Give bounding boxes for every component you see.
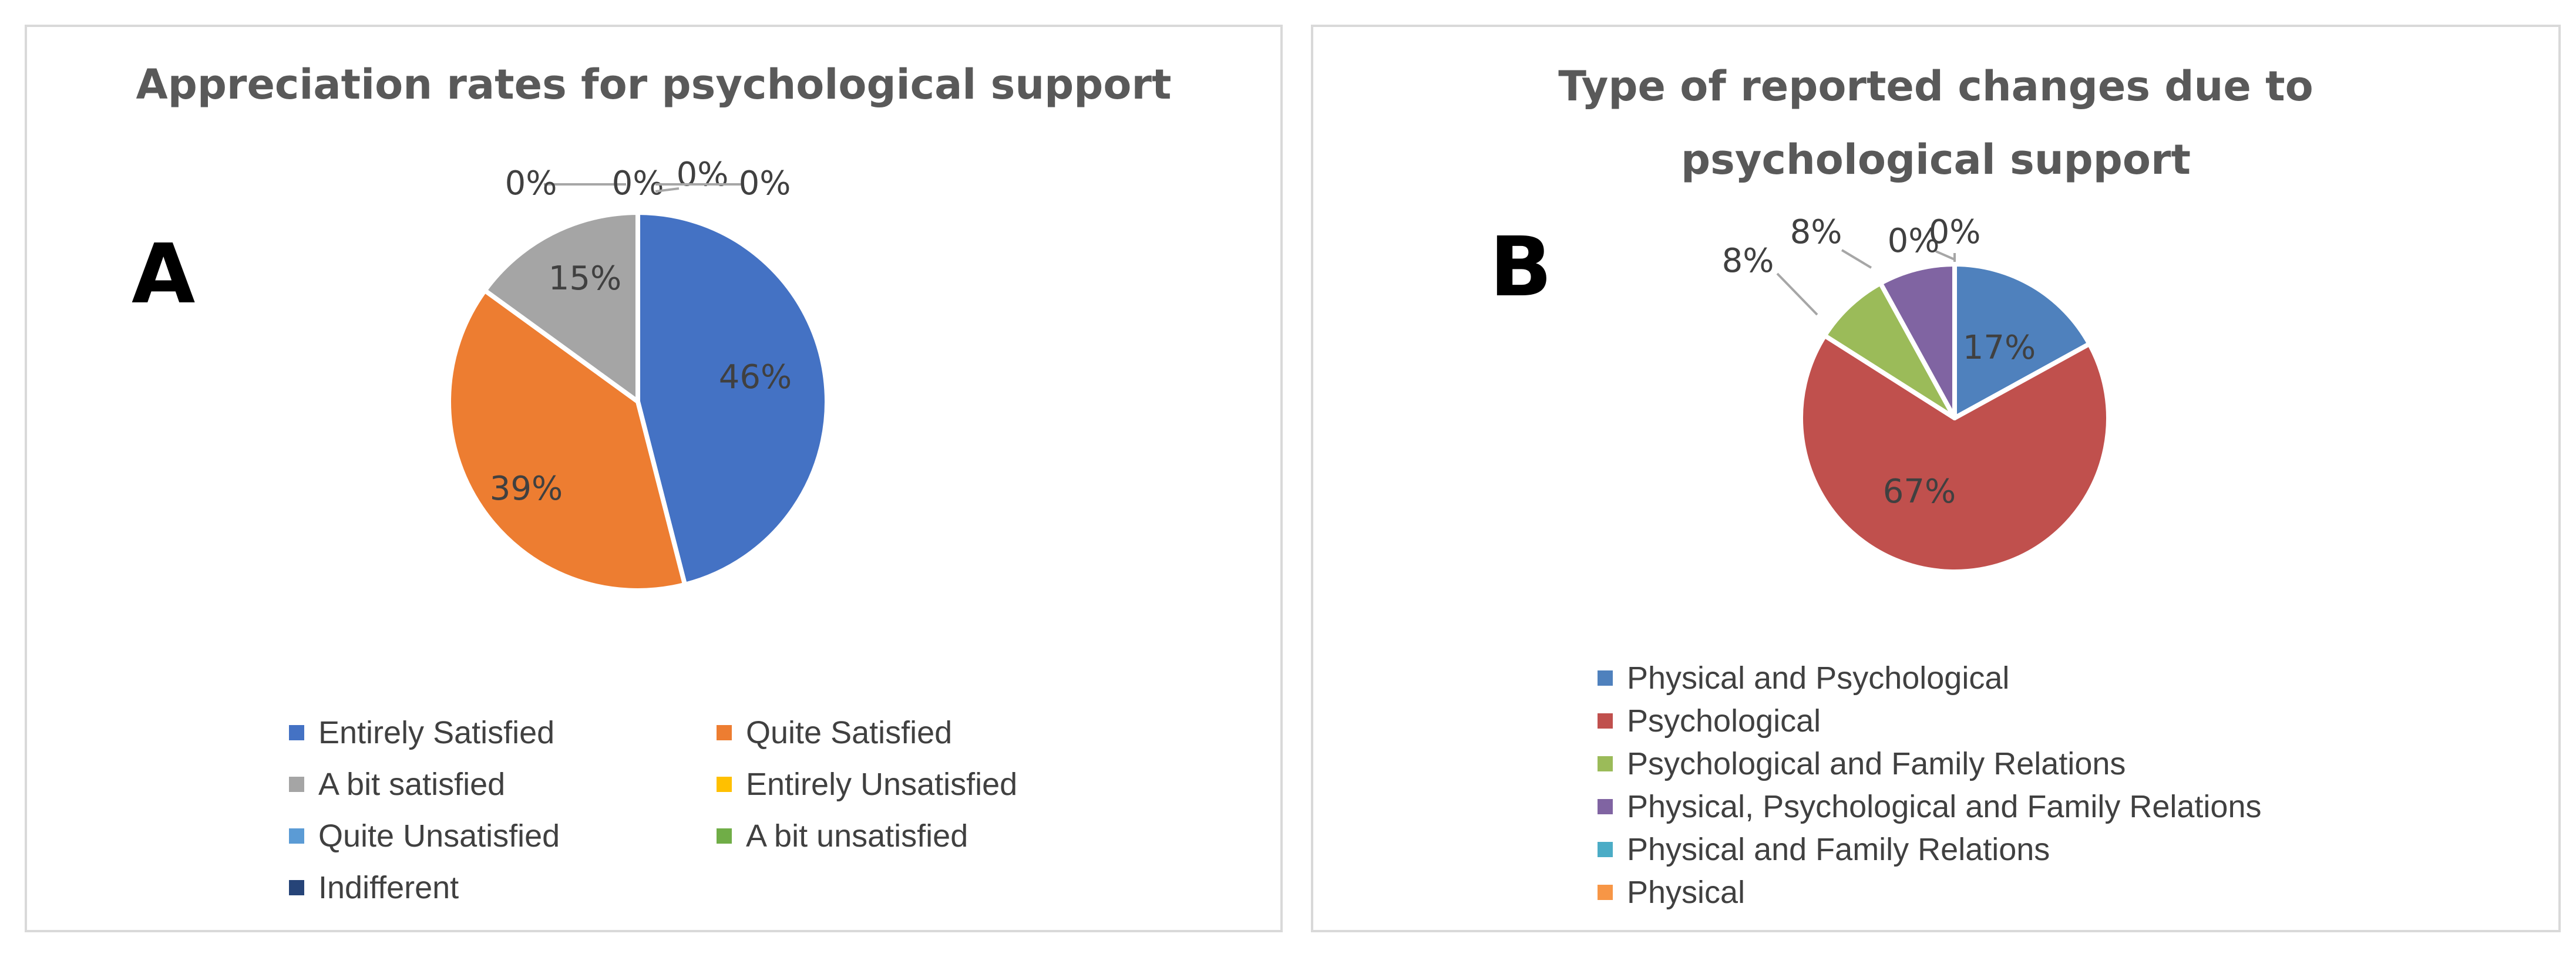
data-label-physical-and-family-relations: 0% — [1888, 222, 1940, 260]
panel-label-b: B — [1489, 220, 1552, 315]
legend-item-psychological-and-family-relations: Psychological and Family Relations — [1598, 742, 2261, 785]
data-label-entirely-satisfied: 46% — [719, 358, 792, 396]
legend-item-physical-and-family-relations: Physical and Family Relations — [1598, 828, 2261, 871]
legend-item-a-bit-unsatisfied: A bit unsatisfied — [717, 810, 1144, 862]
legend-swatch — [1598, 713, 1613, 729]
legend-label: A bit unsatisfied — [746, 818, 968, 854]
chart-a-title: Appreciation rates for psychological sup… — [136, 60, 1172, 109]
data-label-quite-satisfied: 39% — [490, 470, 563, 508]
legend-b: Physical and Psychological Psychological P… — [1598, 656, 2261, 914]
chart-b-title-line-2: psychological support — [1681, 136, 2191, 184]
pie-chart-a: 46% 39% 15% 0% 0% 0% 0% — [446, 156, 829, 593]
pie-slice-psychological — [1798, 333, 2111, 574]
pie-slice-physical-and-psychological — [1952, 262, 2092, 420]
legend-label: Indifferent — [318, 870, 459, 905]
legend-label: Quite Satisfied — [746, 715, 953, 750]
data-label-quite-unsatisfied: 0% — [612, 164, 664, 203]
legend-swatch — [289, 777, 304, 792]
legend-label: Quite Unsatisfied — [318, 818, 560, 854]
legend-label: Entirely Unsatisfied — [746, 767, 1018, 802]
data-label-a-bit-unsatisfied: 0% — [677, 156, 729, 194]
legend-item-entirely-unsatisfied: Entirely Unsatisfied — [717, 759, 1144, 810]
pie-slice-psychological-and-family-relations — [1822, 281, 1957, 420]
pie-chart-b: 17% 67% 8% 8% 0%0% — [1722, 213, 2111, 574]
leader-line-physical-psychological-and-family-relations — [1841, 249, 1872, 269]
panel-label-a: A — [132, 227, 196, 322]
legend-swatch — [1598, 841, 1613, 857]
legend-item-quite-satisfied: Quite Satisfied — [717, 707, 1144, 759]
legend-label: Psychological and Family Relations — [1627, 746, 2126, 781]
legend-label: Physical and Family Relations — [1627, 831, 2050, 867]
legend-swatch — [1598, 798, 1613, 814]
data-label-physical-and-psychological: 17% — [1963, 329, 2036, 367]
legend-swatch — [717, 725, 732, 740]
legend-item-physical-psychological-and-family-relations: Physical, Psychological and Family Relat… — [1598, 785, 2261, 828]
legend-label: A bit satisfied — [318, 767, 506, 802]
legend-swatch — [289, 880, 304, 895]
legend-swatch — [717, 777, 732, 792]
legend-label: Psychological — [1627, 703, 1821, 739]
legend-item-quite-unsatisfied: Quite Unsatisfied — [289, 810, 717, 862]
legend-item-physical: Physical — [1598, 871, 2261, 914]
data-label-entirely-unsatisfied: 0% — [505, 164, 557, 203]
legend-swatch — [717, 828, 732, 844]
chart-panel-b: Type of reported changes due to psycholo… — [1311, 25, 2561, 932]
legend-swatch — [1598, 670, 1613, 686]
legend-swatch — [289, 725, 304, 740]
pie-slice-quite-satisfied — [446, 288, 688, 593]
legend-swatch — [1598, 884, 1613, 900]
data-label-physical-psychological-and-family-relations: 8% — [1790, 213, 1842, 251]
pie-slice-a-bit-satisfied — [482, 210, 640, 404]
legend-label: Entirely Satisfied — [318, 715, 555, 750]
leader-line-a-bit-unsatisfied — [655, 187, 680, 193]
leader-line-psychological-and-family-relations — [1776, 272, 1818, 316]
pie-slice-entirely-satisfied — [635, 210, 829, 587]
legend-swatch — [1598, 756, 1613, 771]
data-label-psychological-and-family-relations: 8% — [1722, 242, 1774, 280]
leader-line-physical-and-family-relations — [1935, 250, 1955, 261]
chart-panel-a: Appreciation rates for psychological sup… — [25, 25, 1283, 932]
legend-item-psychological: Psychological — [1598, 699, 2261, 742]
legend-a: Entirely Satisfied Quite Satisfied A bit s… — [289, 707, 1144, 914]
data-label-physical: 0% — [1929, 213, 1981, 251]
data-label-psychological: 67% — [1883, 473, 1956, 511]
legend-label: Physical and Psychological — [1627, 660, 2010, 696]
pie-slice-physical-psychological-and-family-relations — [1878, 262, 1957, 420]
legend-item-a-bit-satisfied: A bit satisfied — [289, 759, 717, 810]
chart-b-title-line-1: Type of reported changes due to — [1558, 62, 2313, 110]
legend-label: Physical — [1627, 874, 1746, 910]
legend-swatch — [289, 828, 304, 844]
legend-item-entirely-satisfied: Entirely Satisfied — [289, 707, 717, 759]
legend-item-physical-and-psychological: Physical and Psychological — [1598, 656, 2261, 699]
data-label-a-bit-satisfied: 15% — [549, 259, 621, 298]
legend-label: Physical, Psychological and Family Relat… — [1627, 788, 2262, 824]
legend-item-indifferent: Indifferent — [289, 862, 717, 914]
data-label-indifferent: 0% — [739, 164, 791, 203]
